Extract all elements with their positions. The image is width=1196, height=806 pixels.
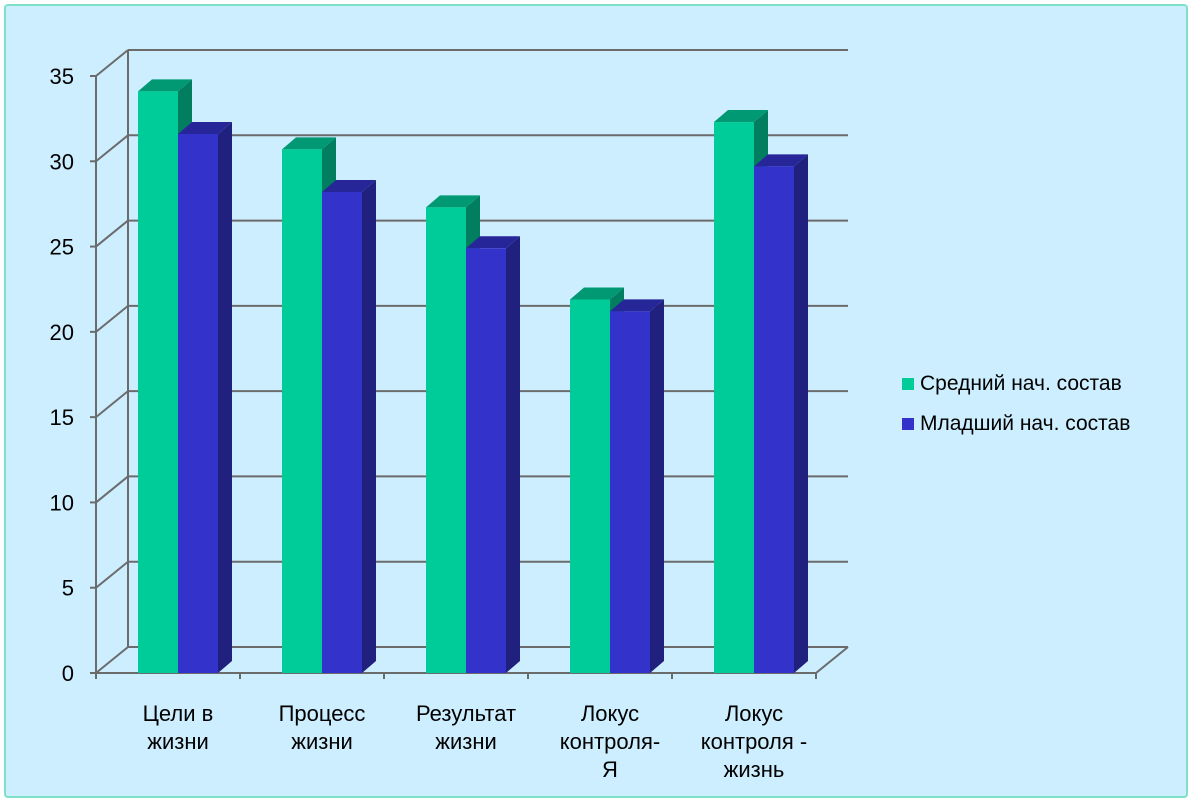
- bars: [138, 79, 808, 674]
- x-category-label: Локус контроля- Я: [560, 701, 660, 782]
- gridline-diagonal: [95, 646, 129, 674]
- bar-mladshij: [178, 133, 218, 674]
- gridline-diagonal: [95, 219, 129, 248]
- bar-srednij: [570, 299, 610, 673]
- bar-top-mladshij: [322, 179, 376, 192]
- bar-mladshij: [466, 248, 506, 673]
- x-category-label: Результат жизни: [416, 701, 516, 754]
- bar-side-mladshij: [218, 121, 232, 674]
- bar-top-mladshij: [178, 121, 232, 134]
- floor-edge: [815, 646, 849, 674]
- x-category-label: Процесс жизни: [279, 701, 366, 754]
- bar-srednij: [282, 149, 322, 674]
- bar-top-srednij: [138, 79, 192, 92]
- x-category-label-line: Результат: [416, 701, 516, 726]
- bar-side-mladshij: [794, 154, 808, 674]
- legend-label: Средний нач. состав: [920, 372, 1122, 395]
- x-category-label-line: Я: [602, 757, 618, 782]
- legend-swatch: [902, 418, 914, 430]
- x-category-label-line: Процесс: [279, 701, 366, 726]
- y-tick-label: 5: [62, 576, 74, 601]
- x-category-label-line: контроля -: [701, 729, 808, 754]
- legend: Средний нач. состав Младший нач. состав: [902, 372, 1130, 435]
- bar-top-srednij: [714, 110, 768, 123]
- gridline-diagonal: [95, 134, 129, 163]
- y-tick-label: 30: [50, 149, 74, 174]
- gridline-diagonal: [95, 49, 129, 77]
- x-category-label-line: жизни: [435, 729, 497, 754]
- bar-srednij: [714, 122, 754, 674]
- x-category-label-line: контроля-: [560, 729, 660, 754]
- gridline-diagonal: [95, 560, 129, 589]
- legend-label: Младший нач. состав: [920, 412, 1130, 435]
- bar-top-mladshij: [610, 299, 664, 312]
- y-tick-label: 20: [50, 320, 74, 345]
- chart-panel: 0 5 10 15 20 25 30 35 Цели в жизни Процесс жизни Рез…: [4, 4, 1188, 798]
- bar-top-mladshij: [754, 154, 808, 167]
- bar-mladshij: [610, 311, 650, 673]
- x-category-label-line: Цели в: [143, 701, 214, 726]
- bar-top-srednij: [282, 137, 336, 150]
- bar-side-mladshij: [362, 179, 376, 673]
- x-category-label-line: жизни: [147, 729, 209, 754]
- gridline-diagonal: [95, 390, 129, 418]
- y-tick-label: 15: [50, 405, 74, 430]
- x-category-label-line: жизни: [291, 729, 353, 754]
- bar-side-mladshij: [650, 299, 664, 673]
- y-tick-label: 35: [50, 64, 74, 89]
- x-category-label-line: Локус: [581, 701, 639, 726]
- gridline-diagonal: [95, 305, 129, 333]
- x-category-label-line: жизнь: [724, 757, 785, 782]
- y-tick-label: 25: [50, 235, 74, 260]
- gridline-diagonal: [95, 475, 129, 504]
- bar-top-srednij: [570, 287, 624, 300]
- bar-top-mladshij: [466, 236, 520, 249]
- y-tick-label: 10: [50, 490, 74, 515]
- bar-top-srednij: [426, 195, 480, 208]
- x-category-label: Цели в жизни: [143, 701, 214, 754]
- bar-srednij: [426, 207, 466, 673]
- legend-swatch: [902, 378, 914, 390]
- x-category-label: Локус контроля - жизнь: [701, 701, 808, 782]
- bar-srednij: [138, 91, 178, 673]
- y-tick-label: 0: [62, 661, 74, 686]
- bar-mladshij: [754, 166, 794, 673]
- x-category-label-line: Локус: [725, 701, 783, 726]
- bar-side-mladshij: [506, 236, 520, 673]
- bar-mladshij: [322, 191, 362, 673]
